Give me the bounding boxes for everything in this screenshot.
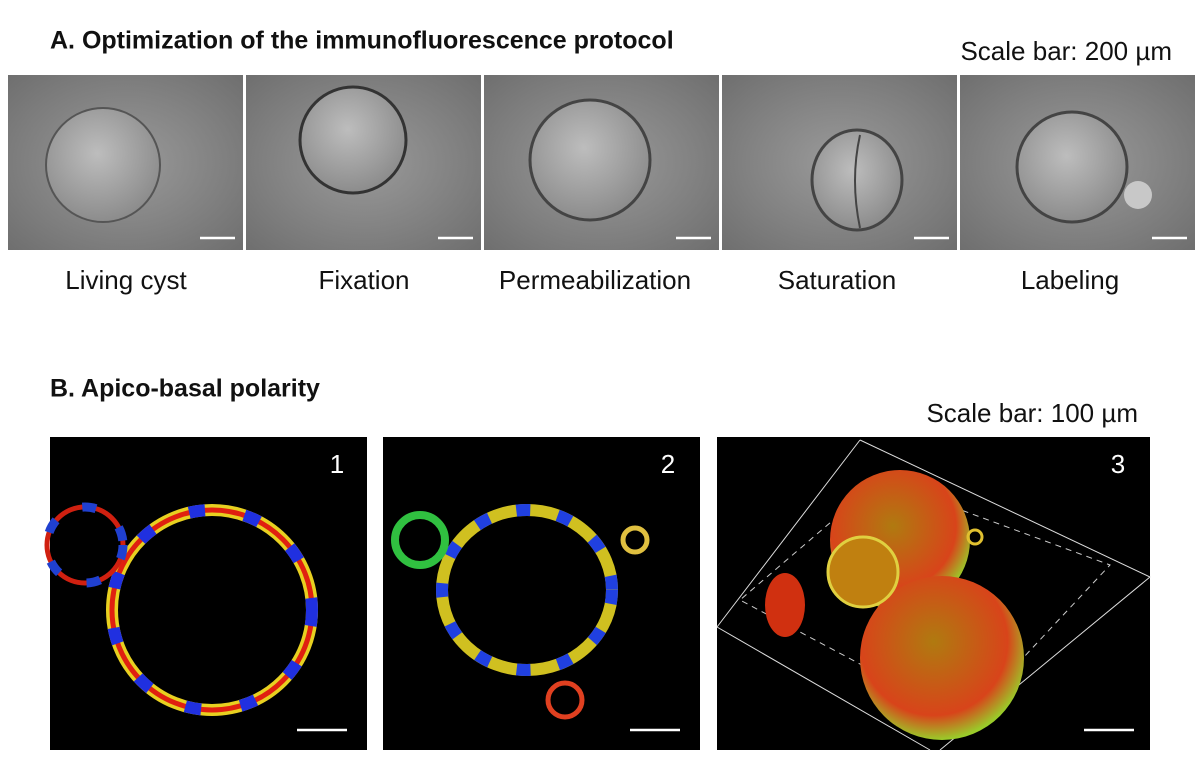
panel-a-images <box>8 75 1195 250</box>
image-label: Fixation <box>318 265 409 295</box>
image-label: Living cyst <box>65 265 187 295</box>
panel-b-images <box>42 437 1151 751</box>
image-number: 1 <box>330 449 344 479</box>
panel-b-title: B. Apico-basal polarity <box>50 375 320 403</box>
image-label: Saturation <box>778 265 897 295</box>
scale-bar-text: Scale bar: 100 µm <box>926 398 1138 428</box>
image-number: 2 <box>661 449 675 479</box>
image-label: Labeling <box>1021 265 1119 295</box>
panel-a-title: A. Optimization of the immunofluorescenc… <box>50 27 674 55</box>
scale-bar-text: Scale bar: 200 µm <box>960 36 1172 66</box>
image-label: Permeabilization <box>499 265 691 295</box>
image-number: 3 <box>1111 449 1125 479</box>
